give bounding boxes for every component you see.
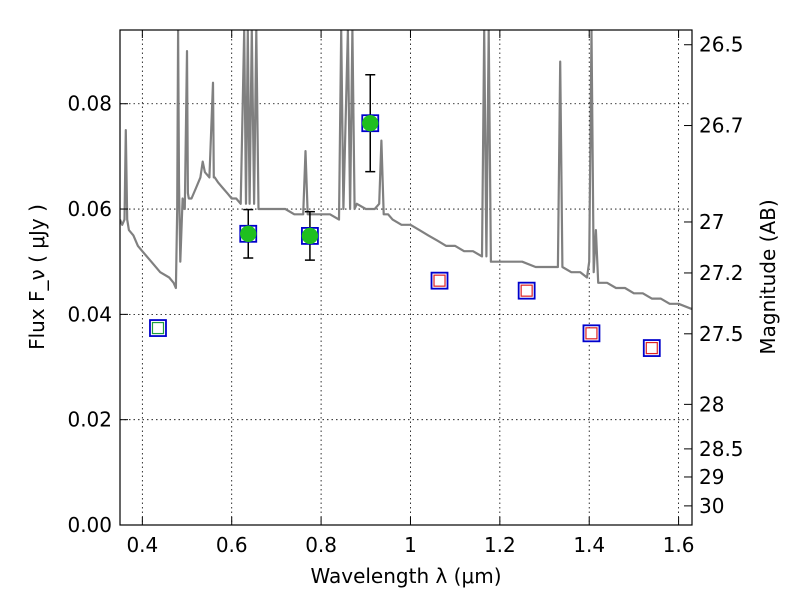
model-box-marker [642, 339, 661, 357]
y2-tick-label: 26.7 [699, 114, 744, 138]
y2-tick-label: 28.5 [699, 437, 744, 461]
model-inner-marker [585, 327, 598, 340]
x-tick-label: 1 [404, 533, 417, 557]
y-tick-label: 0.04 [67, 302, 112, 326]
observed-point [362, 114, 379, 132]
model-box-marker [582, 324, 601, 343]
y2-axis-title: Magnitude (AB) [756, 199, 780, 354]
y2-tick-label: 29 [699, 465, 724, 489]
y2-tick-label: 27.2 [699, 261, 744, 285]
spectrum-layer [120, 30, 692, 311]
model-box-marker [430, 271, 449, 290]
y2-tick-label: 26.5 [699, 33, 744, 57]
y-axis-title: Flux F_ν ( μJy ) [25, 204, 49, 350]
marker-layer [149, 74, 661, 357]
x-tick-label: 1.6 [663, 533, 695, 557]
x-tick-label: 0.6 [216, 533, 248, 557]
y2-tick-label: 30 [699, 494, 724, 518]
axis-ticks [120, 30, 692, 526]
plot-frame [119, 29, 693, 526]
model-inner-marker [645, 341, 658, 355]
model-box-marker [517, 281, 536, 300]
x-tick-label: 0.8 [305, 533, 337, 557]
x-axis-title: Wavelength λ (μm) [310, 564, 501, 588]
spectrum-line [120, 30, 692, 311]
y2-tick-label: 28 [699, 392, 724, 416]
y-tick-label: 0.06 [67, 197, 112, 221]
y-tick-label: 0.08 [67, 92, 112, 116]
tick-labels: 0.4 0.6 0.8 1 1.2 1.4 1.6 0.00 0.02 0.04 0.06 0.08 2… [67, 33, 743, 557]
observed-point [240, 225, 257, 243]
model-inner-marker [433, 274, 446, 287]
y2-tick-label: 27.5 [699, 322, 744, 346]
model-inner-green-marker [151, 321, 165, 335]
y-tick-label: 0.00 [67, 513, 112, 537]
x-tick-label: 0.4 [126, 533, 158, 557]
observed-point [301, 227, 319, 245]
y2-tick-label: 27 [699, 210, 724, 234]
model-inner-marker [520, 284, 533, 297]
model-box-marker [149, 319, 167, 337]
y-tick-label: 0.02 [67, 408, 112, 432]
x-tick-label: 1.4 [573, 533, 605, 557]
x-tick-label: 1.2 [484, 533, 516, 557]
